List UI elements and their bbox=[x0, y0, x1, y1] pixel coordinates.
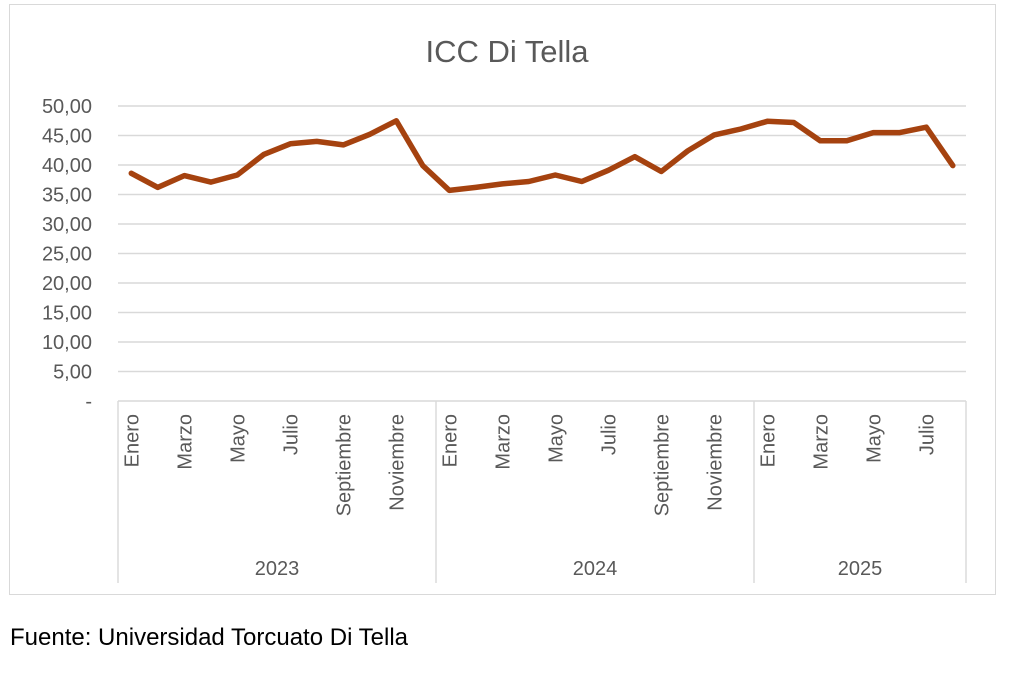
data-point bbox=[288, 141, 293, 146]
x-tick-label: Marzo bbox=[492, 414, 514, 470]
y-tick-label: 15,00 bbox=[42, 303, 92, 325]
x-axis: Enero Marzo Mayo Julio Septiembre Noviembre 20… bbox=[117, 401, 967, 583]
x-tick-label: Marzo bbox=[810, 414, 832, 470]
gridlines bbox=[118, 105, 966, 402]
series-line bbox=[128, 118, 956, 194]
data-point bbox=[420, 163, 425, 168]
data-point bbox=[367, 132, 372, 137]
y-tick-label: - bbox=[85, 391, 92, 413]
y-tick-label: 20,00 bbox=[42, 273, 92, 295]
data-point bbox=[314, 139, 319, 144]
y-tick-label: 35,00 bbox=[42, 185, 92, 207]
data-point bbox=[235, 173, 240, 178]
x-tick-label: Enero bbox=[757, 414, 779, 467]
data-point bbox=[394, 118, 399, 123]
data-point bbox=[208, 180, 213, 185]
data-point bbox=[685, 148, 690, 153]
source-note: Fuente: Universidad Torcuato Di Tella bbox=[10, 624, 408, 651]
y-tick-label: 5,00 bbox=[53, 362, 92, 384]
x-tick-label: Septiembre bbox=[651, 414, 673, 516]
data-point bbox=[155, 185, 160, 190]
data-point bbox=[447, 188, 452, 193]
data-point bbox=[473, 185, 478, 190]
data-point bbox=[712, 132, 717, 137]
data-point bbox=[500, 181, 505, 186]
x-tick-label: Mayo bbox=[545, 414, 567, 463]
x-tick-label: Julio bbox=[916, 414, 938, 455]
x-tick-label: Enero bbox=[121, 414, 143, 467]
x-group-label: 2023 bbox=[255, 558, 300, 580]
data-point bbox=[261, 152, 266, 157]
data-point bbox=[606, 168, 611, 173]
x-tick-label: Mayo bbox=[863, 414, 885, 463]
data-point bbox=[659, 169, 664, 174]
x-group-label: 2025 bbox=[838, 558, 883, 580]
data-point bbox=[818, 138, 823, 143]
x-tick-label: Mayo bbox=[227, 414, 249, 463]
data-point bbox=[526, 179, 531, 184]
x-tick-label: Enero bbox=[439, 414, 461, 467]
data-point bbox=[924, 125, 929, 130]
series-line-group bbox=[128, 118, 956, 194]
data-point bbox=[950, 163, 955, 168]
x-tick-label: Julio bbox=[280, 414, 302, 455]
x-tick-label: Septiembre bbox=[333, 414, 355, 516]
chart-title: ICC Di Tella bbox=[425, 34, 589, 69]
y-tick-label: 50,00 bbox=[42, 96, 92, 118]
y-axis: - 5,00 10,00 15,00 20,00 25,00 30,00 35,00 40,00… bbox=[42, 96, 92, 413]
y-tick-label: 30,00 bbox=[42, 214, 92, 236]
data-point bbox=[791, 120, 796, 125]
data-point bbox=[129, 171, 134, 176]
x-tick-label: Noviembre bbox=[386, 414, 408, 511]
x-tick-label: Noviembre bbox=[704, 414, 726, 511]
data-point bbox=[579, 179, 584, 184]
data-point bbox=[765, 119, 770, 124]
data-point bbox=[897, 130, 902, 135]
chart-svg: ICC Di Tella - 5,00 10,00 15,00 20,00 25,00 30… bbox=[42, 34, 967, 583]
y-tick-label: 45,00 bbox=[42, 126, 92, 148]
chart-frame: ICC Di Tella - 5,00 10,00 15,00 20,00 25,00 30… bbox=[9, 4, 996, 595]
data-point bbox=[341, 142, 346, 147]
data-point bbox=[553, 173, 558, 178]
data-point bbox=[182, 173, 187, 178]
data-point bbox=[632, 154, 637, 159]
x-tick-label: Marzo bbox=[174, 414, 196, 470]
y-tick-label: 10,00 bbox=[42, 332, 92, 354]
data-point bbox=[871, 130, 876, 135]
x-group-label: 2024 bbox=[573, 558, 618, 580]
data-point bbox=[738, 127, 743, 132]
y-tick-label: 40,00 bbox=[42, 155, 92, 177]
x-tick-label: Julio bbox=[598, 414, 620, 455]
data-point bbox=[844, 138, 849, 143]
y-tick-label: 25,00 bbox=[42, 244, 92, 266]
